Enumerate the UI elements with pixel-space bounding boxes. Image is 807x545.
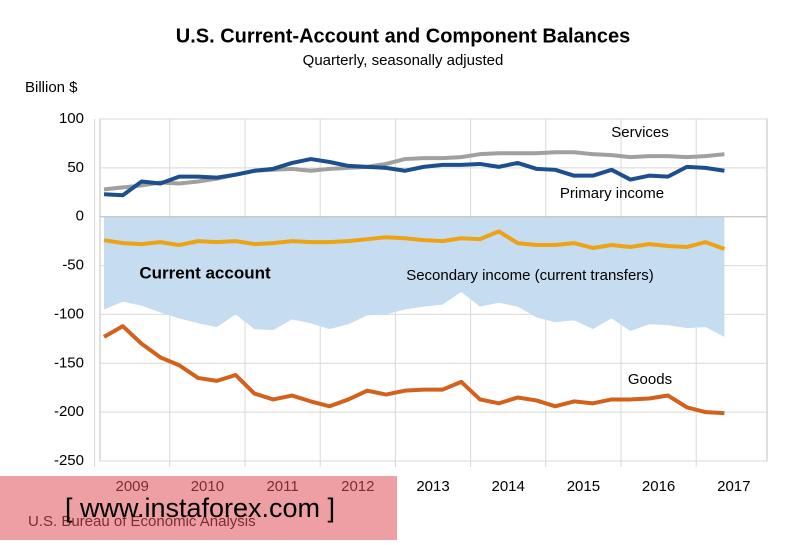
line (103, 229, 726, 251)
line (103, 324, 725, 416)
y-tick-label: 0 (76, 208, 84, 225)
series-label: Goods (628, 371, 672, 388)
series-label: Primary income (560, 185, 664, 202)
y-tick-label: -50 (62, 257, 84, 274)
y-tick-label: -250 (54, 452, 84, 469)
series-label: Services (611, 124, 669, 141)
y-tick-label: -150 (54, 354, 84, 371)
y-tick-label: -100 (54, 305, 84, 322)
watermark-box (0, 476, 397, 540)
area (104, 216, 725, 337)
y-tick-label: 100 (59, 110, 84, 127)
y-tick-label: 50 (67, 159, 84, 176)
x-tick-label: 2017 (717, 478, 750, 495)
y-axis-label: Billion $ (25, 79, 78, 96)
chart-subtitle: Quarterly, seasonally adjusted (303, 52, 504, 69)
line (103, 157, 725, 198)
y-tick-label: -200 (54, 403, 84, 420)
watermark: [ www.instaforex.com ] (65, 493, 335, 523)
x-tick-label: 2014 (492, 478, 525, 495)
x-tick-label: 2016 (642, 478, 675, 495)
series-label: Current account (139, 263, 271, 282)
series-label: Secondary income (current transfers) (406, 267, 654, 284)
line (103, 150, 725, 192)
chart-title: U.S. Current-Account and Component Balan… (176, 25, 631, 47)
x-tick-label: 2013 (416, 478, 449, 495)
x-tick-label: 2015 (567, 478, 600, 495)
